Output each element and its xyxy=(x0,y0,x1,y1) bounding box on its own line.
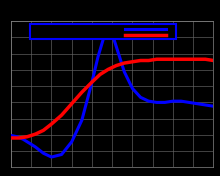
FancyBboxPatch shape xyxy=(30,24,176,39)
